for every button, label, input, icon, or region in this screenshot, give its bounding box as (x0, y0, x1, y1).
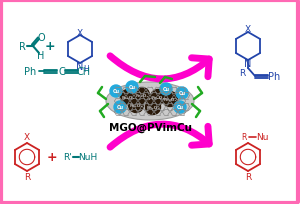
Ellipse shape (106, 83, 194, 120)
Text: R': R' (63, 153, 71, 162)
Text: Fe₃O₄: Fe₃O₄ (135, 94, 148, 98)
Text: X: X (24, 133, 30, 142)
Text: Cu: Cu (176, 105, 184, 110)
Circle shape (134, 88, 149, 103)
Text: Fe₃O₄: Fe₃O₄ (129, 103, 142, 108)
Text: NuH: NuH (78, 153, 98, 162)
Text: O: O (37, 33, 45, 43)
Text: Cu: Cu (112, 89, 119, 94)
Text: Nu: Nu (256, 132, 268, 141)
Circle shape (126, 82, 138, 94)
Text: CH: CH (77, 67, 91, 77)
Circle shape (128, 98, 143, 113)
Text: Cu: Cu (163, 87, 170, 92)
Text: R: R (24, 173, 30, 182)
Text: MGO@PVimCu: MGO@PVimCu (109, 122, 191, 132)
Circle shape (174, 102, 186, 113)
Text: R: R (239, 69, 245, 78)
FancyArrowPatch shape (110, 124, 209, 147)
Circle shape (160, 84, 172, 95)
Text: H: H (37, 51, 45, 61)
Text: R: R (19, 42, 26, 52)
Text: Ph: Ph (24, 67, 36, 77)
Text: Cu: Cu (116, 105, 124, 110)
Text: Cu: Cu (128, 85, 136, 90)
Text: R: R (241, 132, 247, 141)
Text: Fe₃O₄: Fe₃O₄ (164, 98, 177, 102)
Text: Fe₃O₄: Fe₃O₄ (122, 95, 135, 100)
Text: N: N (76, 62, 84, 72)
Text: X: X (245, 25, 251, 34)
Text: X: X (77, 28, 83, 37)
Text: R: R (245, 173, 251, 182)
Text: Fe₃O₄: Fe₃O₄ (146, 105, 160, 110)
FancyArrowPatch shape (110, 57, 209, 80)
Circle shape (110, 86, 122, 98)
Text: Fe₃O₄: Fe₃O₄ (152, 95, 165, 100)
Text: H: H (83, 64, 89, 73)
Text: C: C (58, 67, 65, 77)
Text: +: + (45, 40, 55, 53)
Circle shape (151, 90, 166, 105)
Circle shape (163, 92, 178, 107)
Text: Ph: Ph (268, 72, 280, 82)
Text: +: + (47, 151, 57, 164)
Circle shape (176, 88, 188, 100)
Circle shape (114, 102, 126, 113)
Circle shape (121, 90, 136, 105)
Text: Cu: Cu (178, 91, 185, 96)
Text: N: N (244, 59, 252, 69)
Circle shape (146, 100, 160, 115)
